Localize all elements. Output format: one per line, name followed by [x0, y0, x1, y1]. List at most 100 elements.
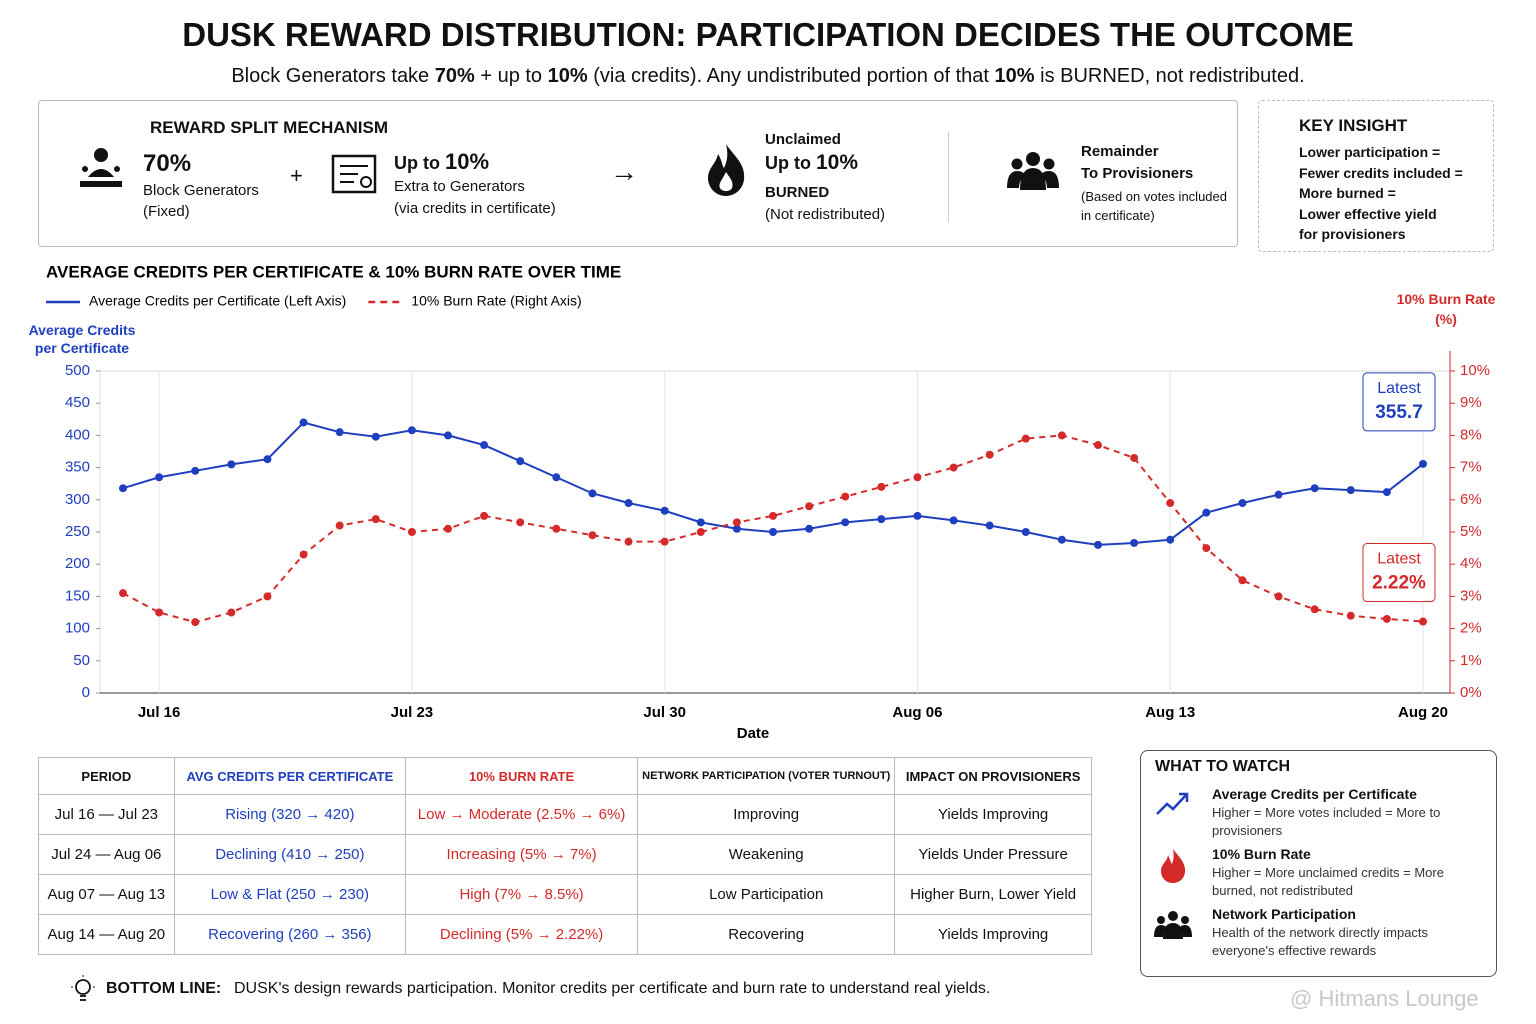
data-point: [1274, 592, 1283, 601]
data-point: [1382, 614, 1391, 623]
data-point: [624, 499, 633, 508]
y2-tick-label: 0%: [1460, 684, 1482, 701]
y2-tick-label: 8%: [1460, 426, 1482, 443]
item-label: Block Generators: [143, 182, 259, 199]
subtitle-part: + up to: [474, 65, 548, 87]
header-cell: PERIOD: [38, 757, 175, 795]
table-cell: Low & Flat (250 → 230): [173, 874, 407, 915]
insight-lines: Lower participation = Fewer credits inclu…: [1299, 142, 1463, 245]
item-top: Unclaimed: [765, 131, 841, 148]
data-point: [1021, 434, 1030, 443]
item-value: 10%: [445, 149, 490, 174]
data-point: [1021, 528, 1030, 536]
watch-item-title: Average Credits per Certificate: [1212, 786, 1417, 802]
item-sub: To Provisioners: [1081, 165, 1194, 182]
item-value: 10%: [816, 151, 859, 174]
insight-line: Lower participation =: [1299, 144, 1441, 160]
data-point: [1094, 540, 1102, 549]
mechanism-box: [38, 100, 1238, 247]
x-tick-label: Jul 30: [643, 704, 686, 721]
x-tick-label: Jul 16: [138, 704, 181, 721]
data-point: [552, 473, 561, 482]
insight-box: [1258, 100, 1494, 252]
data-point: [516, 457, 525, 466]
data-point: [480, 441, 489, 450]
watch-item-text: Higher = More votes included = More to p…: [1212, 805, 1441, 838]
data-point: [588, 531, 597, 540]
watch-title: WHAT TO WATCH: [1155, 758, 1291, 775]
data-point: [1310, 605, 1319, 614]
watch-item-text: Health of the network directly impacts e…: [1212, 925, 1429, 958]
data-point: [841, 518, 850, 527]
y-tick-label: 200: [65, 555, 90, 572]
trend-icon: [1156, 792, 1189, 815]
table-row: Jul 24 — Aug 06 Declining (410 → 250) Incr…: [38, 834, 1092, 875]
table-cell: Jul 16 — Jul 23: [38, 794, 175, 835]
table-row: Jul 16 — Jul 23 Rising (320 → 420) Low → M…: [38, 794, 1092, 835]
item-note: (Fixed): [143, 203, 190, 220]
data-point: [1094, 441, 1102, 450]
y-tick-label: 150: [65, 587, 90, 604]
legend-label: Average Credits per Certificate (Left Ax…: [89, 293, 346, 309]
data-point: [985, 521, 994, 530]
callout-value: 355.7: [1375, 402, 1423, 423]
data-point: [1382, 488, 1391, 497]
table-cell: Declining (5% → 2.22%): [404, 914, 639, 955]
data-point: [263, 455, 272, 464]
watch-item-title: 10% Burn Rate: [1212, 846, 1311, 862]
insight-title: KEY INSIGHT: [1299, 116, 1408, 135]
data-point: [1419, 459, 1427, 468]
data-point: [769, 528, 777, 536]
item-prefix: Up to: [394, 153, 440, 173]
data-point: [299, 418, 308, 427]
data-point: [805, 524, 814, 533]
data-point: [1238, 576, 1247, 585]
legend-label: 10% Burn Rate (Right Axis): [411, 293, 581, 309]
subtitle-part: is BURNED, not redistributed.: [1034, 65, 1305, 87]
table-cell: Higher Burn, Lower Yield: [894, 874, 1092, 915]
subtitle-part: 10%: [547, 65, 588, 87]
data-point: [660, 506, 669, 515]
callout-label: Latest: [1377, 380, 1421, 397]
header-cell: IMPACT ON PROVISIONERS: [894, 757, 1092, 795]
item-label: Extra to Generators: [394, 178, 525, 195]
data-point: [985, 450, 994, 459]
y2-tick-label: 6%: [1460, 491, 1482, 508]
table-cell: Low Participation: [637, 874, 896, 915]
item-label: BURNED: [765, 184, 830, 201]
subtitle-part: 70%: [434, 65, 475, 87]
data-point: [227, 608, 236, 617]
data-point: [1057, 535, 1066, 544]
data-point: [769, 511, 777, 520]
divider: [948, 132, 949, 222]
data-point: [1310, 484, 1319, 493]
header-row: PERIOD AVG CREDITS PER CERTIFICATE 10% BUR…: [38, 757, 1092, 795]
item-note: (via credits in certificate): [394, 200, 556, 217]
data-point: [371, 515, 380, 524]
data-point: [299, 550, 308, 559]
header-cell: AVG CREDITS PER CERTIFICATE: [173, 757, 407, 795]
group-icon: [1154, 911, 1192, 939]
table-cell: Recovering: [637, 914, 896, 955]
table-row: Aug 07 — Aug 13 Low & Flat (250 → 230) Hig…: [38, 874, 1092, 915]
table-cell: Jul 24 — Aug 06: [38, 834, 175, 875]
data-point: [155, 608, 164, 617]
data-point: [660, 537, 669, 546]
data-point: [1166, 535, 1175, 544]
data-point: [1346, 486, 1355, 495]
data-point: [552, 524, 561, 533]
data-point: [696, 528, 705, 536]
fire-icon: [708, 144, 745, 196]
subtitle-part: Block Generators take: [231, 65, 435, 87]
data-point: [1202, 544, 1211, 553]
x-tick-label: Aug 20: [1398, 704, 1448, 721]
callout-box: [1362, 543, 1436, 603]
table-cell: Increasing (5% → 7%): [404, 834, 639, 875]
table-wrap: PERIOD AVG CREDITS PER CERTIFICATE 10% BUR…: [38, 757, 1092, 955]
data-point: [1130, 453, 1139, 462]
data-point: [407, 528, 416, 536]
subtitle-part: 10%: [994, 65, 1035, 87]
item-note: (Not redistributed): [765, 206, 886, 223]
certificate-icon: [331, 154, 377, 194]
